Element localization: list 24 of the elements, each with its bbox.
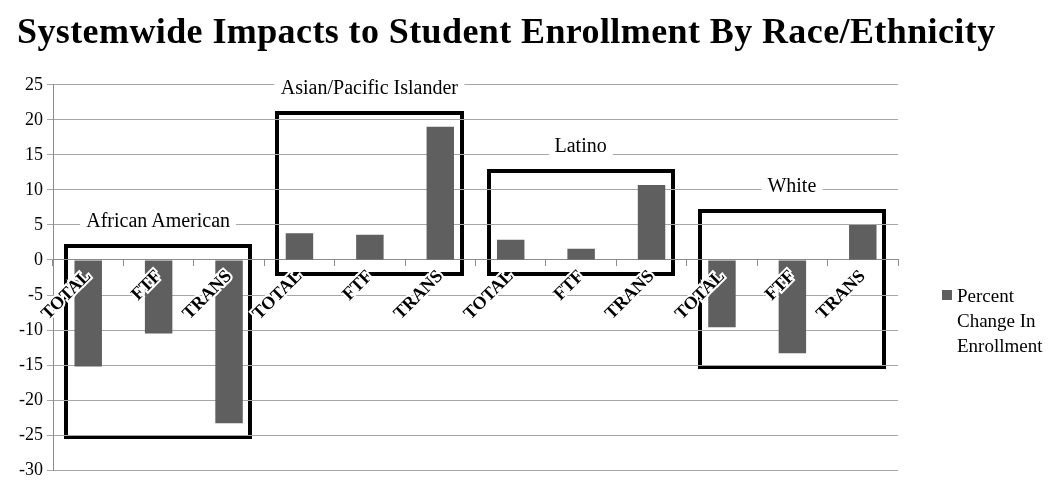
y-tick-label: -20 bbox=[19, 388, 43, 409]
annotation: African American bbox=[80, 208, 237, 231]
bar bbox=[426, 126, 455, 260]
chart-title: Systemwide Impacts to Student Enrollment By Race/Ethnicity bbox=[17, 10, 996, 52]
bar bbox=[567, 248, 595, 260]
y-tick-label: -10 bbox=[19, 318, 43, 339]
y-tick-label: 15 bbox=[25, 143, 43, 164]
y-tick-label: 0 bbox=[34, 248, 43, 269]
annotation: Latino bbox=[548, 134, 613, 156]
y-tick-label: 10 bbox=[25, 178, 43, 199]
y-tick-label: -15 bbox=[19, 353, 43, 374]
y-tick-label: -30 bbox=[19, 458, 43, 479]
y-tick-label: 20 bbox=[25, 108, 43, 129]
bar bbox=[849, 224, 877, 260]
bar bbox=[637, 185, 666, 260]
bar bbox=[285, 233, 314, 260]
annotation: Asian/Pacific Islander bbox=[274, 75, 464, 98]
y-tick-label: 25 bbox=[25, 73, 43, 94]
y-tick-label: -25 bbox=[19, 423, 43, 444]
legend-label: Percent Change In Enrollment bbox=[957, 284, 1044, 358]
bar bbox=[496, 239, 525, 260]
y-tick-label: 5 bbox=[34, 213, 43, 234]
annotation: White bbox=[761, 173, 823, 196]
bar bbox=[356, 234, 384, 260]
